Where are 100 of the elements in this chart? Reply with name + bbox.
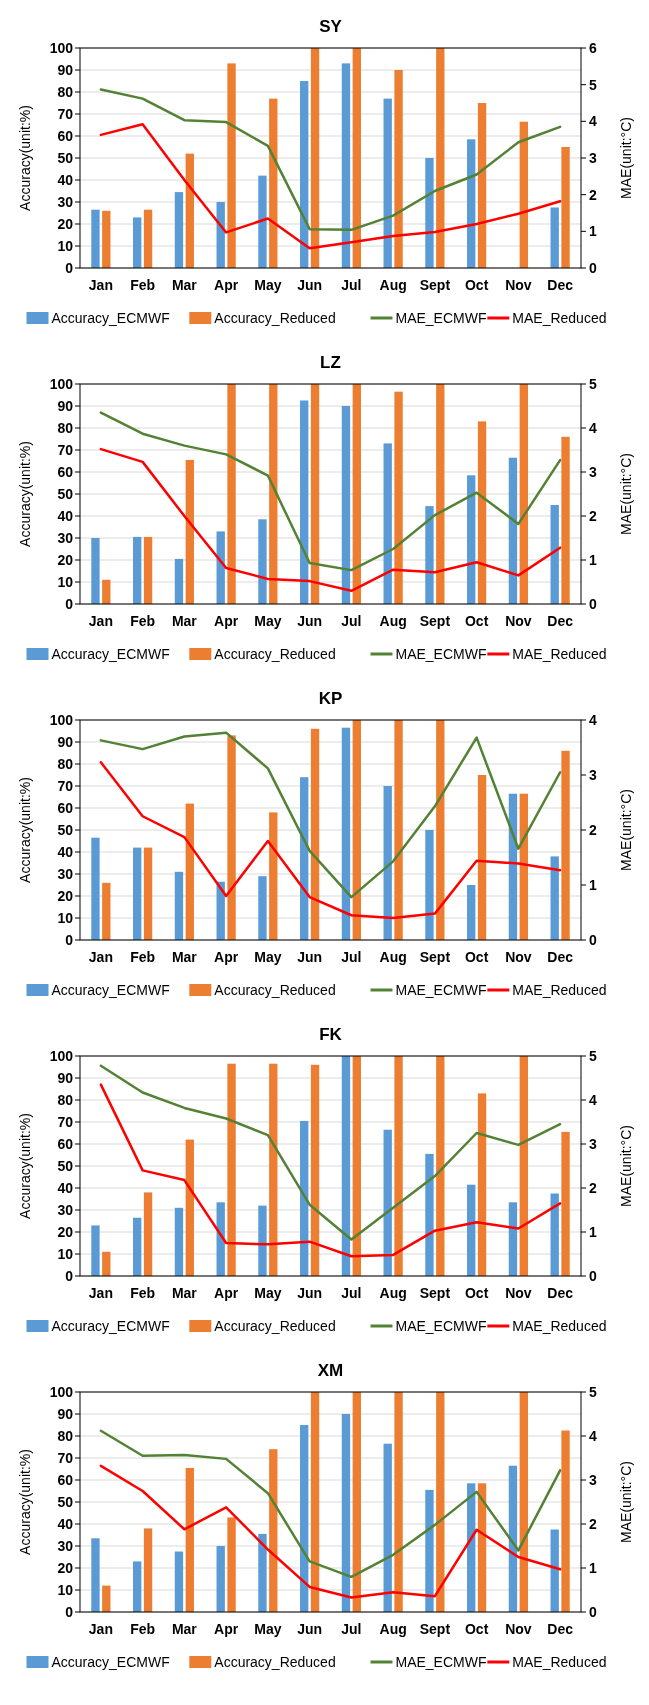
x-tick-label: Mar	[171, 1621, 198, 1637]
bar	[133, 536, 142, 604]
x-tick-label: Oct	[464, 1285, 489, 1301]
chart-title: LZ	[320, 353, 341, 372]
x-tick-label: May	[254, 1285, 282, 1301]
x-tick-label: Jun	[297, 949, 323, 965]
bar	[174, 1207, 184, 1276]
x-tick-label: Oct	[464, 949, 489, 965]
x-tick-label: Apr	[214, 1621, 239, 1637]
y-tick-label: 100	[49, 375, 74, 392]
legend-label: Accuracy_ECMWF	[51, 1653, 170, 1670]
bar	[383, 443, 392, 604]
line-series	[99, 761, 562, 920]
bar	[550, 1529, 559, 1612]
y-tick-label: 40	[57, 171, 74, 188]
y2-tick-label: 1	[589, 223, 597, 240]
legend-label: MAE_Reduced	[512, 1653, 607, 1670]
bar	[467, 139, 476, 268]
line-series	[99, 1429, 562, 1579]
chart-title: XM	[317, 1361, 344, 1380]
bar	[91, 209, 100, 268]
y-tick-label: 30	[57, 193, 74, 210]
y2-tick-label: 2	[589, 507, 597, 524]
y-tick-label: 60	[57, 799, 74, 816]
y2-tick-label: 2	[589, 821, 597, 838]
x-tick-label: Oct	[464, 613, 489, 629]
legend-label: MAE_ECMWF	[395, 309, 487, 326]
bar	[519, 384, 528, 604]
y2-tick-label: 2	[589, 186, 597, 203]
bar	[519, 1056, 528, 1276]
y-tick-label: 80	[57, 755, 74, 772]
y2-tick-label: 0	[589, 1267, 597, 1284]
bar	[519, 1392, 528, 1612]
x-tick-label: Sept	[419, 613, 451, 629]
y-tick-label: 10	[57, 909, 74, 926]
chart-title: FK	[319, 1025, 343, 1044]
bar	[550, 1193, 559, 1276]
x-tick-label: Oct	[464, 277, 489, 293]
bar	[269, 1063, 278, 1276]
bar	[477, 775, 487, 940]
x-tick-label: Nov	[505, 949, 532, 965]
bar	[310, 48, 320, 268]
bar	[174, 1551, 184, 1612]
y2-tick-label: 4	[589, 419, 597, 436]
bar	[310, 1064, 320, 1276]
y2-tick-label: 5	[589, 375, 597, 392]
x-tick-label: Nov	[505, 1285, 532, 1301]
y-tick-label: 80	[57, 419, 74, 436]
bar	[436, 48, 445, 268]
y-tick-label: 0	[65, 1603, 74, 1620]
bar	[383, 98, 392, 268]
y-axis-title: Accuracy(unit:%)	[17, 441, 33, 547]
x-tick-label: Feb	[130, 613, 156, 629]
bar	[102, 210, 111, 268]
legend-label: Accuracy_ECMWF	[51, 645, 170, 662]
legend-label: Accuracy_ECMWF	[51, 981, 170, 998]
x-tick-label: Nov	[505, 277, 532, 293]
bar	[467, 1184, 476, 1276]
line-series	[99, 88, 562, 232]
y2-tick-label: 0	[589, 1603, 597, 1620]
y-tick-label: 70	[57, 777, 74, 794]
x-tick-label: Dec	[547, 1621, 574, 1637]
x-tick-label: Sept	[419, 949, 451, 965]
x-tick-label: Apr	[214, 277, 239, 293]
legend-label: Accuracy_Reduced	[214, 1653, 336, 1670]
x-tick-label: Jul	[341, 277, 362, 293]
legend-label: Accuracy_Reduced	[214, 1317, 336, 1334]
bar	[258, 1533, 267, 1612]
y2-tick-label: 4	[589, 711, 597, 728]
bar	[561, 750, 570, 940]
bar	[467, 475, 476, 604]
line-series	[99, 411, 562, 572]
bar	[310, 728, 320, 940]
bar	[550, 856, 559, 940]
y2-axis-title: MAE(unit:°C)	[618, 1125, 634, 1207]
bar	[300, 1120, 309, 1276]
x-tick-label: Aug	[379, 1621, 407, 1637]
x-tick-label: Jan	[88, 1621, 113, 1637]
y-tick-label: 10	[57, 237, 74, 254]
y2-tick-label: 2	[589, 1515, 597, 1532]
bar	[352, 384, 361, 604]
y-tick-label: 100	[49, 39, 74, 56]
bar	[341, 1056, 351, 1276]
y2-tick-label: 3	[589, 1471, 597, 1488]
legend-label: Accuracy_Reduced	[214, 645, 336, 662]
bar	[425, 506, 434, 604]
y-tick-label: 100	[49, 1047, 74, 1064]
bar	[258, 519, 267, 604]
bar	[352, 1056, 361, 1276]
x-tick-label: Feb	[130, 277, 156, 293]
x-tick-label: Nov	[505, 613, 532, 629]
x-tick-label: Apr	[214, 949, 239, 965]
line-series	[99, 123, 562, 250]
bar	[227, 63, 236, 268]
bar	[425, 158, 434, 268]
y-tick-label: 0	[65, 595, 74, 612]
bar	[91, 1225, 100, 1276]
bar	[133, 1217, 142, 1276]
y-tick-label: 0	[65, 259, 74, 276]
y-tick-label: 30	[57, 865, 74, 882]
